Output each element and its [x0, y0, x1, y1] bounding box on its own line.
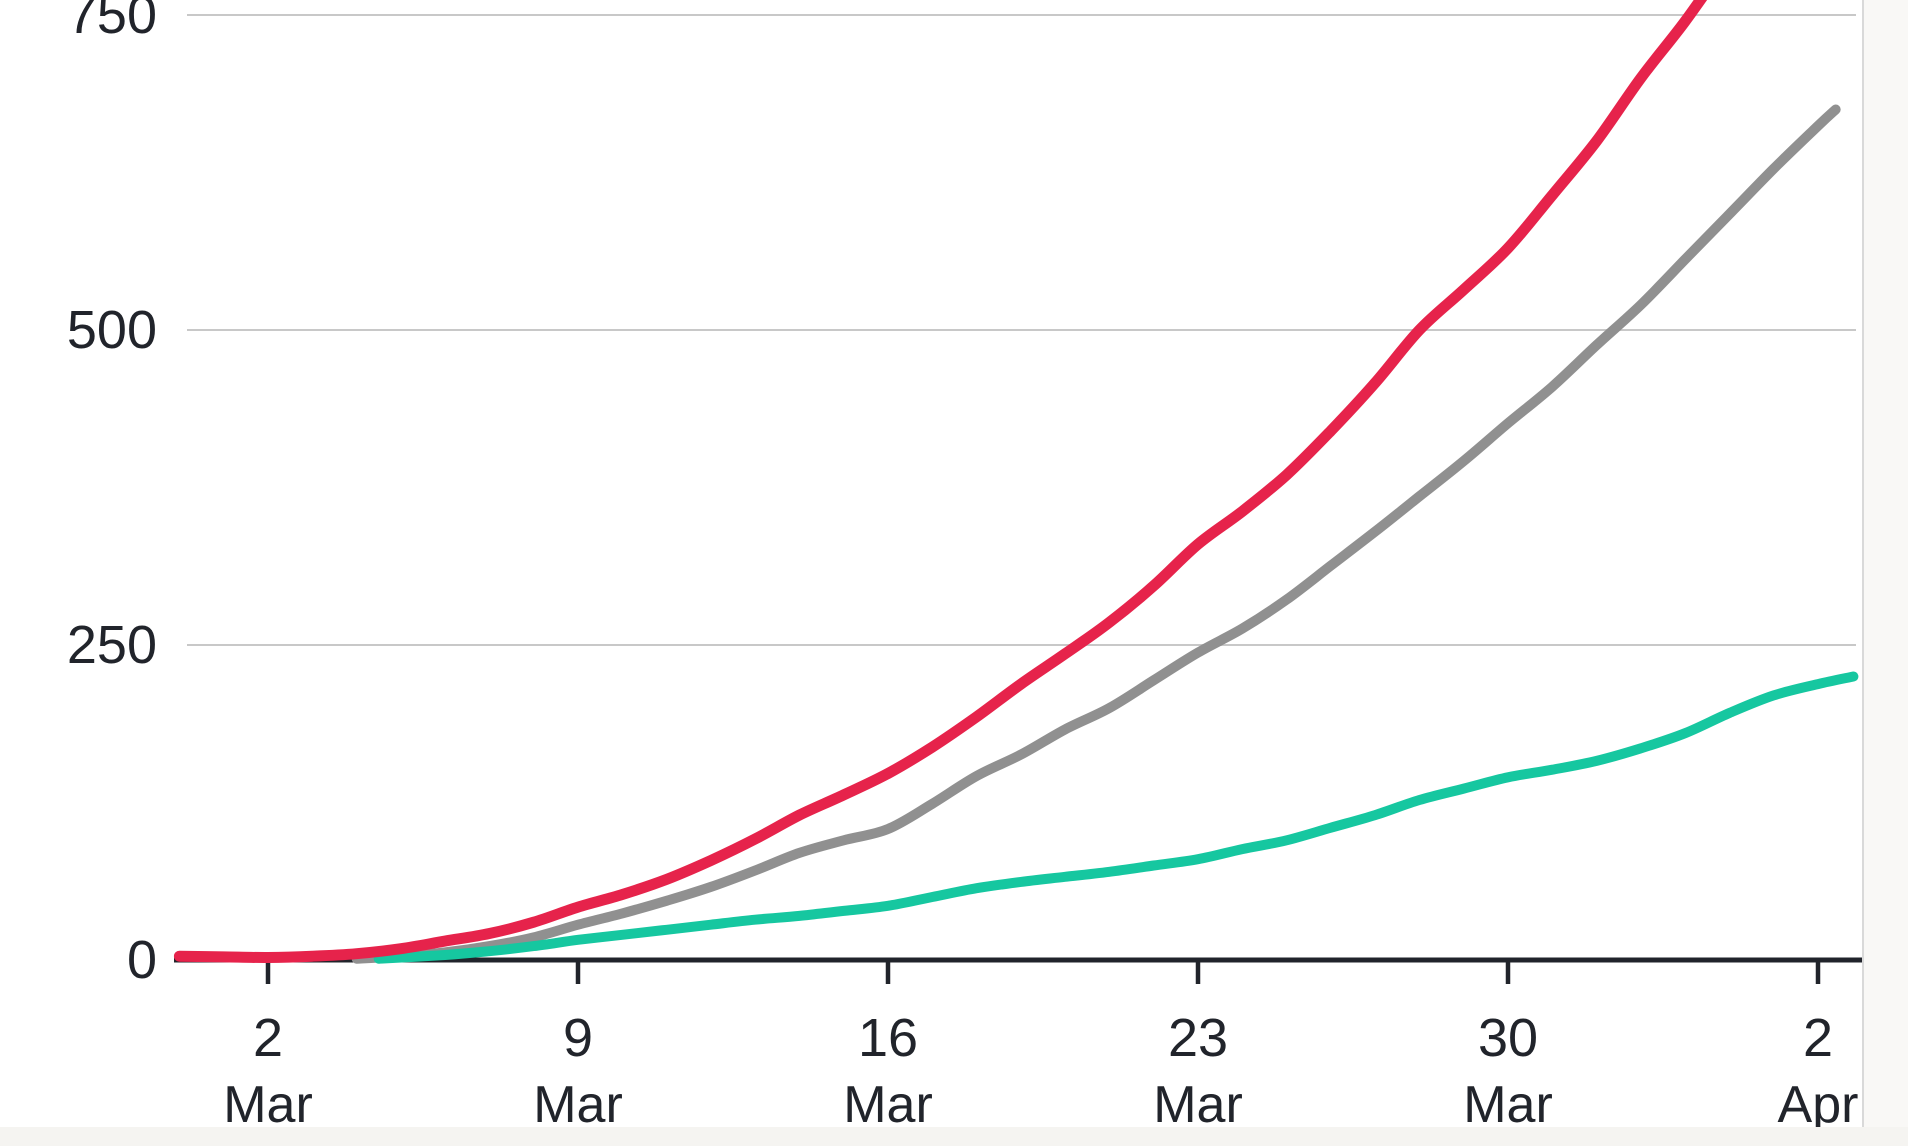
- x-tick-day-label-3: 23: [1168, 1008, 1228, 1068]
- x-tick-month-label-0: Mar: [223, 1076, 313, 1134]
- right-page-strip: [1864, 0, 1908, 1127]
- series-line-grey: [351, 104, 1841, 964]
- x-tick-month-label-1: Mar: [533, 1076, 623, 1134]
- x-tick-day-label-4: 30: [1478, 1008, 1538, 1068]
- x-tick-month-label-3: Mar: [1153, 1076, 1243, 1134]
- bottom-page-strip: [0, 1127, 1908, 1146]
- x-axis-labels: 2 Mar 9 Mar 16 Mar 23 Mar 30 Mar 2 Apr: [223, 1008, 1858, 1134]
- gridlines: [187, 14, 1856, 646]
- x-tick-day-label-2: 16: [858, 1008, 918, 1068]
- x-axis-ticks: [265, 959, 1821, 984]
- y-tick-label-250: 250: [67, 615, 157, 675]
- x-tick-day-label-1: 9: [563, 1008, 593, 1068]
- x-tick-day-label-0: 2: [253, 1008, 283, 1068]
- y-tick-label-500: 500: [67, 300, 157, 360]
- x-tick-month-label-5: Apr: [1778, 1076, 1859, 1134]
- y-tick-label-750: 750: [67, 0, 157, 45]
- series-lines: [173, 0, 1859, 964]
- x-tick-month-label-2: Mar: [843, 1076, 933, 1134]
- series-line-red: [173, 0, 1708, 964]
- y-tick-label-0: 0: [127, 930, 157, 990]
- series-line-teal: [373, 671, 1859, 964]
- x-tick-day-label-5: 2: [1803, 1008, 1833, 1068]
- y-axis-labels: 0 250 500 750: [67, 0, 157, 990]
- x-tick-month-label-4: Mar: [1463, 1076, 1553, 1134]
